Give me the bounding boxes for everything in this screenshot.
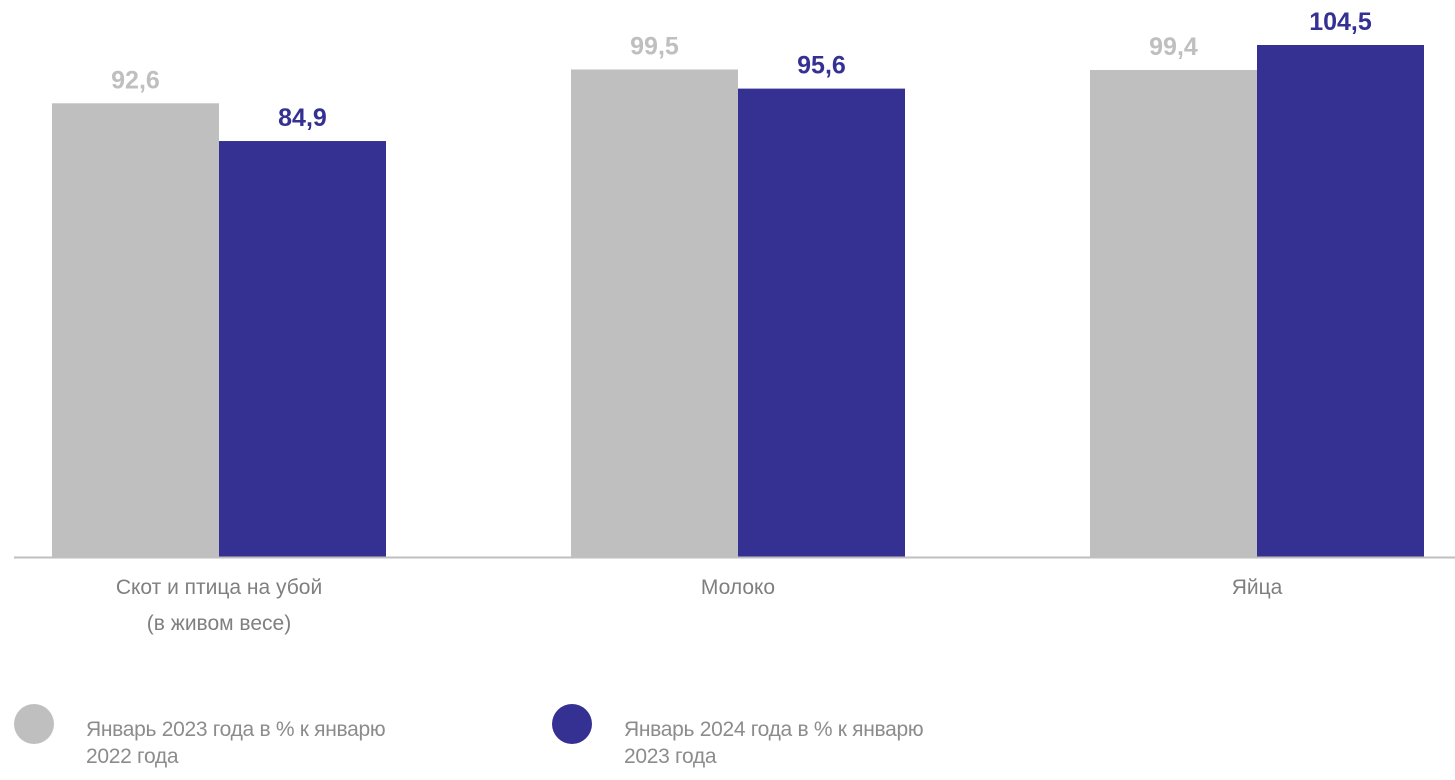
legend-item-2023: Январь 2023 года в % к январю 2022 года	[14, 702, 386, 770]
data-label-2-1: 84,9	[278, 104, 327, 132]
data-label-1-3: 99,4	[1149, 33, 1198, 61]
bar-2-2	[738, 88, 905, 557]
category-label-2-line-1: Молоко	[701, 576, 775, 599]
bar-2-3	[1257, 45, 1424, 557]
legend-swatch-2023	[14, 704, 54, 744]
category-label-1-line-1: Скот и птица на убой	[116, 576, 322, 599]
category-label-1-line-2: (в живом весе)	[147, 612, 291, 635]
legend-swatch-2024	[552, 704, 592, 744]
data-label-1-1: 92,6	[111, 66, 160, 94]
bar-2-1	[219, 141, 386, 557]
bar-1-2	[571, 69, 738, 557]
category-label-3-line-1: Яйца	[1232, 576, 1283, 599]
legend-label-2023: Январь 2023 года в % к январю 2022 года	[86, 718, 386, 768]
bar-1-3	[1090, 69, 1257, 558]
legend-item-2024: Январь 2024 года в % к январю 2023 года	[552, 702, 924, 770]
legend-label-2024: Январь 2024 года в % к январю 2023 года	[624, 718, 924, 768]
bar-1-1	[52, 103, 219, 557]
data-label-2-2: 95,6	[797, 52, 846, 80]
data-label-1-2: 99,5	[630, 32, 679, 60]
data-label-2-3: 104,5	[1309, 8, 1372, 36]
